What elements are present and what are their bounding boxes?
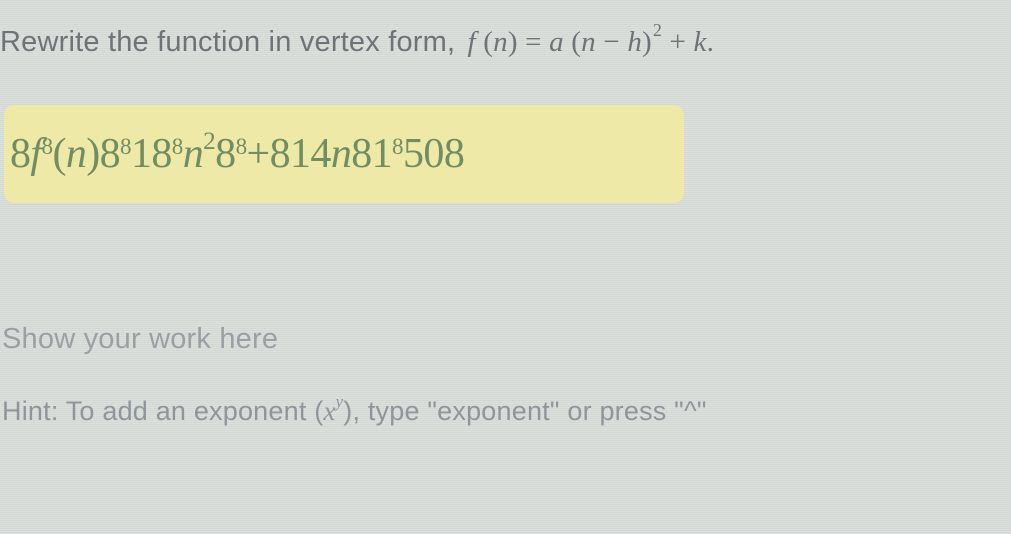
prompt-lead-text: Rewrite the function in vertex form, bbox=[0, 26, 464, 59]
eq-period: . bbox=[707, 26, 714, 58]
ans-seg: 14 bbox=[290, 131, 331, 177]
student-answer-content: 8f8(n)88188n288+814n818508 bbox=[10, 130, 464, 178]
hint-prefix: Hint: To add an exponent ( bbox=[2, 396, 323, 426]
eq-k: k bbox=[694, 26, 707, 58]
eq-open2: ( bbox=[564, 26, 581, 58]
eq-exponent-2: 2 bbox=[653, 20, 662, 40]
ans-seg: n bbox=[66, 131, 86, 177]
eq-f: f bbox=[468, 26, 476, 58]
eq-close2: ) bbox=[642, 26, 652, 58]
ans-seg: 8 bbox=[351, 131, 371, 177]
eq-close1: ) bbox=[508, 26, 525, 58]
ans-seg: 8 bbox=[270, 131, 290, 177]
ans-seg: ( bbox=[52, 131, 65, 177]
ans-seg: 8 bbox=[10, 131, 30, 177]
ans-seg: 1 bbox=[372, 131, 392, 177]
eq-a: a bbox=[549, 26, 564, 58]
hint-x: x bbox=[323, 396, 335, 426]
ans-seg: 50 bbox=[403, 131, 444, 177]
ans-seg: + bbox=[247, 131, 270, 177]
ans-seg: n bbox=[331, 131, 351, 177]
ans-seg: 8 bbox=[236, 133, 247, 159]
hint-math-xy: xy bbox=[323, 396, 343, 426]
ans-seg: ) bbox=[86, 131, 99, 177]
workspace-region: Show your work here Hint: To add an expo… bbox=[0, 323, 1011, 427]
eq-plus: + bbox=[662, 26, 693, 58]
ans-seg: 8 bbox=[41, 133, 52, 159]
ans-seg: 8 bbox=[392, 133, 403, 159]
ans-seg: 8 bbox=[215, 131, 235, 177]
eq-h: h bbox=[627, 26, 642, 58]
hint-y: y bbox=[336, 392, 344, 411]
ans-seg: n bbox=[183, 131, 203, 177]
exponent-hint: Hint: To add an exponent (xy), type "exp… bbox=[0, 396, 1011, 427]
eq-equals: = bbox=[525, 26, 549, 58]
student-answer-input[interactable]: 8f8(n)88188n288+814n818508 bbox=[4, 105, 684, 203]
vertex-form-equation: f (n) = a (n − h)2 + k. bbox=[468, 26, 715, 59]
ans-seg: 8 bbox=[444, 131, 464, 177]
ans-seg: 8 bbox=[100, 131, 120, 177]
hint-suffix: ), type "exponent" or press "^" bbox=[343, 396, 706, 426]
eq-minus: − bbox=[596, 26, 627, 58]
ans-seg: 2 bbox=[203, 128, 215, 155]
ans-seg: 8 bbox=[172, 133, 183, 159]
ans-seg: 8 bbox=[120, 133, 131, 159]
eq-open1: ( bbox=[476, 26, 493, 58]
eq-n2: n bbox=[581, 26, 596, 58]
ans-seg: f bbox=[30, 131, 41, 177]
ans-seg: 18 bbox=[131, 131, 172, 177]
show-work-placeholder[interactable]: Show your work here bbox=[0, 323, 1011, 356]
eq-n1: n bbox=[493, 26, 508, 58]
question-prompt: Rewrite the function in vertex form, f (… bbox=[0, 26, 1011, 59]
